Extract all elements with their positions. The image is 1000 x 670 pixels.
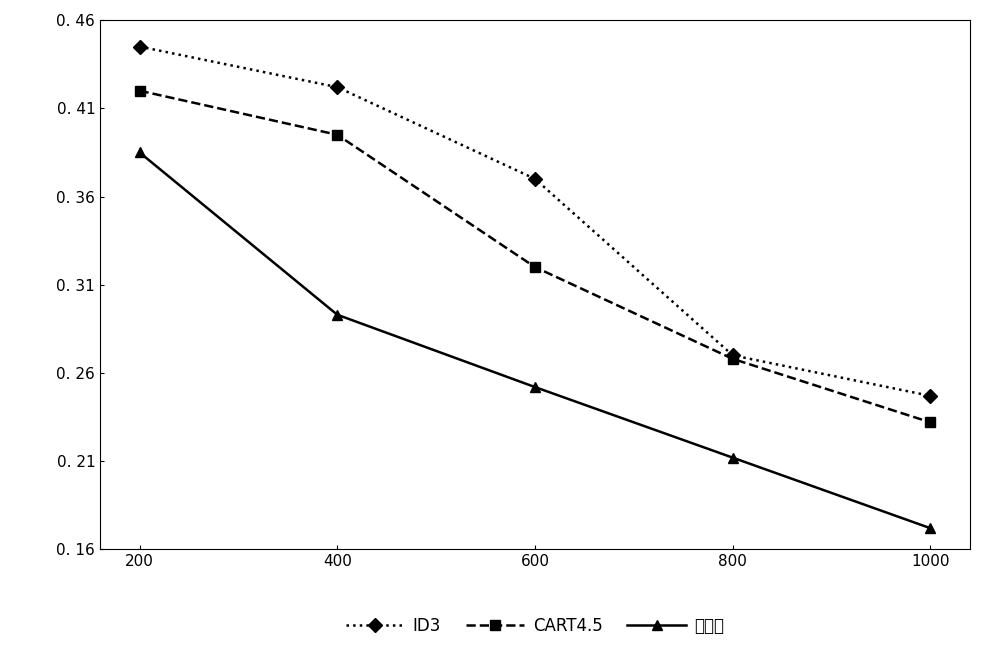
Legend: ID3, CART4.5, 本发明: ID3, CART4.5, 本发明 <box>339 610 731 642</box>
ID3 <box>134 42 146 50</box>
ID3 <box>727 351 739 359</box>
Line: CART4.5: CART4.5 <box>135 86 935 427</box>
CART4.5 <box>727 355 739 363</box>
ID3 <box>529 175 541 183</box>
本发明 <box>529 383 541 391</box>
本发明 <box>727 454 739 462</box>
CART4.5 <box>134 86 146 94</box>
本发明 <box>924 524 936 532</box>
ID3 <box>924 392 936 400</box>
CART4.5 <box>529 263 541 271</box>
本发明 <box>134 148 146 156</box>
ID3 <box>331 83 343 91</box>
CART4.5 <box>331 131 343 139</box>
Line: 本发明: 本发明 <box>135 147 935 533</box>
Line: ID3: ID3 <box>135 42 935 401</box>
本发明 <box>331 311 343 319</box>
CART4.5 <box>924 418 936 426</box>
